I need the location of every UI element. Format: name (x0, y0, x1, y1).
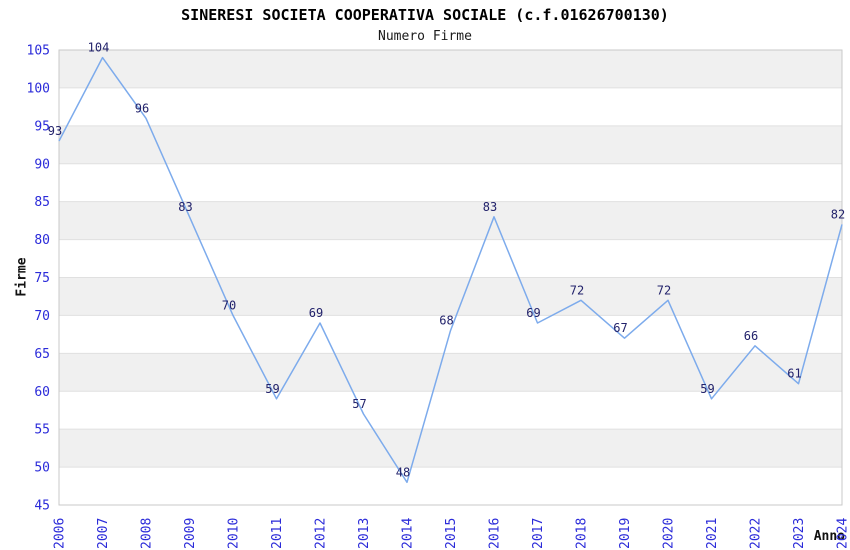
data-point-label: 67 (613, 321, 627, 335)
data-point-label: 68 (439, 314, 453, 328)
data-point-label: 57 (352, 397, 366, 411)
data-point-label: 70 (222, 298, 236, 312)
grid-band (59, 277, 842, 316)
chart-subtitle: Numero Firme (378, 29, 472, 44)
data-point-label: 83 (483, 200, 497, 214)
x-tick-label: 2017 (531, 518, 546, 549)
x-tick-label: 2009 (183, 518, 198, 549)
x-tick-label: 2014 (401, 518, 416, 549)
y-tick-label: 50 (34, 461, 50, 476)
x-tick-label: 2006 (53, 518, 68, 549)
x-tick-label: 2016 (488, 518, 503, 549)
data-point-label: 59 (265, 382, 279, 396)
y-tick-label: 65 (34, 347, 50, 362)
data-point-label: 72 (657, 283, 671, 297)
grid-band (59, 201, 842, 240)
grid-band (59, 353, 842, 392)
x-tick-label: 2011 (270, 518, 285, 549)
y-tick-label: 55 (34, 423, 50, 438)
data-point-label: 96 (135, 101, 149, 115)
data-line (58, 56, 843, 484)
y-tick-label: 85 (34, 195, 50, 210)
x-tick-label: 2010 (227, 518, 242, 549)
x-tick-label: 2019 (618, 518, 633, 549)
plot-border (58, 49, 843, 506)
x-tick-label: 2020 (662, 518, 677, 549)
x-tick-label: 2018 (575, 518, 590, 549)
y-tick-label: 90 (34, 157, 50, 172)
data-point-label: 82 (831, 207, 845, 221)
y-tick-label: 60 (34, 385, 50, 400)
y-tick-label: 100 (27, 81, 50, 96)
data-point-label: 72 (570, 283, 584, 297)
data-point-label: 48 (396, 465, 410, 479)
y-tick-label: 105 (27, 44, 50, 59)
data-point-label: 83 (178, 200, 192, 214)
y-tick-label: 70 (34, 309, 50, 324)
data-point-label: 59 (700, 382, 714, 396)
x-tick-label: 2021 (705, 518, 720, 549)
y-tick-label: 75 (34, 271, 50, 286)
grid-band (59, 125, 842, 164)
x-tick-label: 2022 (749, 518, 764, 549)
data-point-label: 61 (787, 367, 801, 381)
data-point-label: 104 (88, 41, 110, 55)
data-point-label: 69 (309, 306, 323, 320)
grid-band (59, 50, 842, 88)
data-point-label: 66 (744, 329, 758, 343)
grid-band (59, 429, 842, 468)
x-tick-label: 2013 (357, 518, 372, 549)
data-point-label: 93 (48, 124, 62, 138)
x-tick-label: 2008 (140, 518, 155, 549)
x-tick-label: 2012 (314, 518, 329, 549)
x-axis-label: Anno (813, 529, 845, 544)
y-tick-label: 45 (34, 499, 50, 514)
data-point-label: 69 (526, 306, 540, 320)
chart-title: SINERESI SOCIETA COOPERATIVA SOCIALE (c.… (181, 6, 669, 24)
x-tick-label: 2024 (836, 518, 850, 549)
x-tick-label: 2015 (444, 518, 459, 549)
y-tick-label: 95 (34, 119, 50, 134)
y-tick-label: 80 (34, 233, 50, 248)
x-tick-label: 2007 (96, 518, 111, 549)
x-tick-label: 2023 (792, 518, 807, 549)
